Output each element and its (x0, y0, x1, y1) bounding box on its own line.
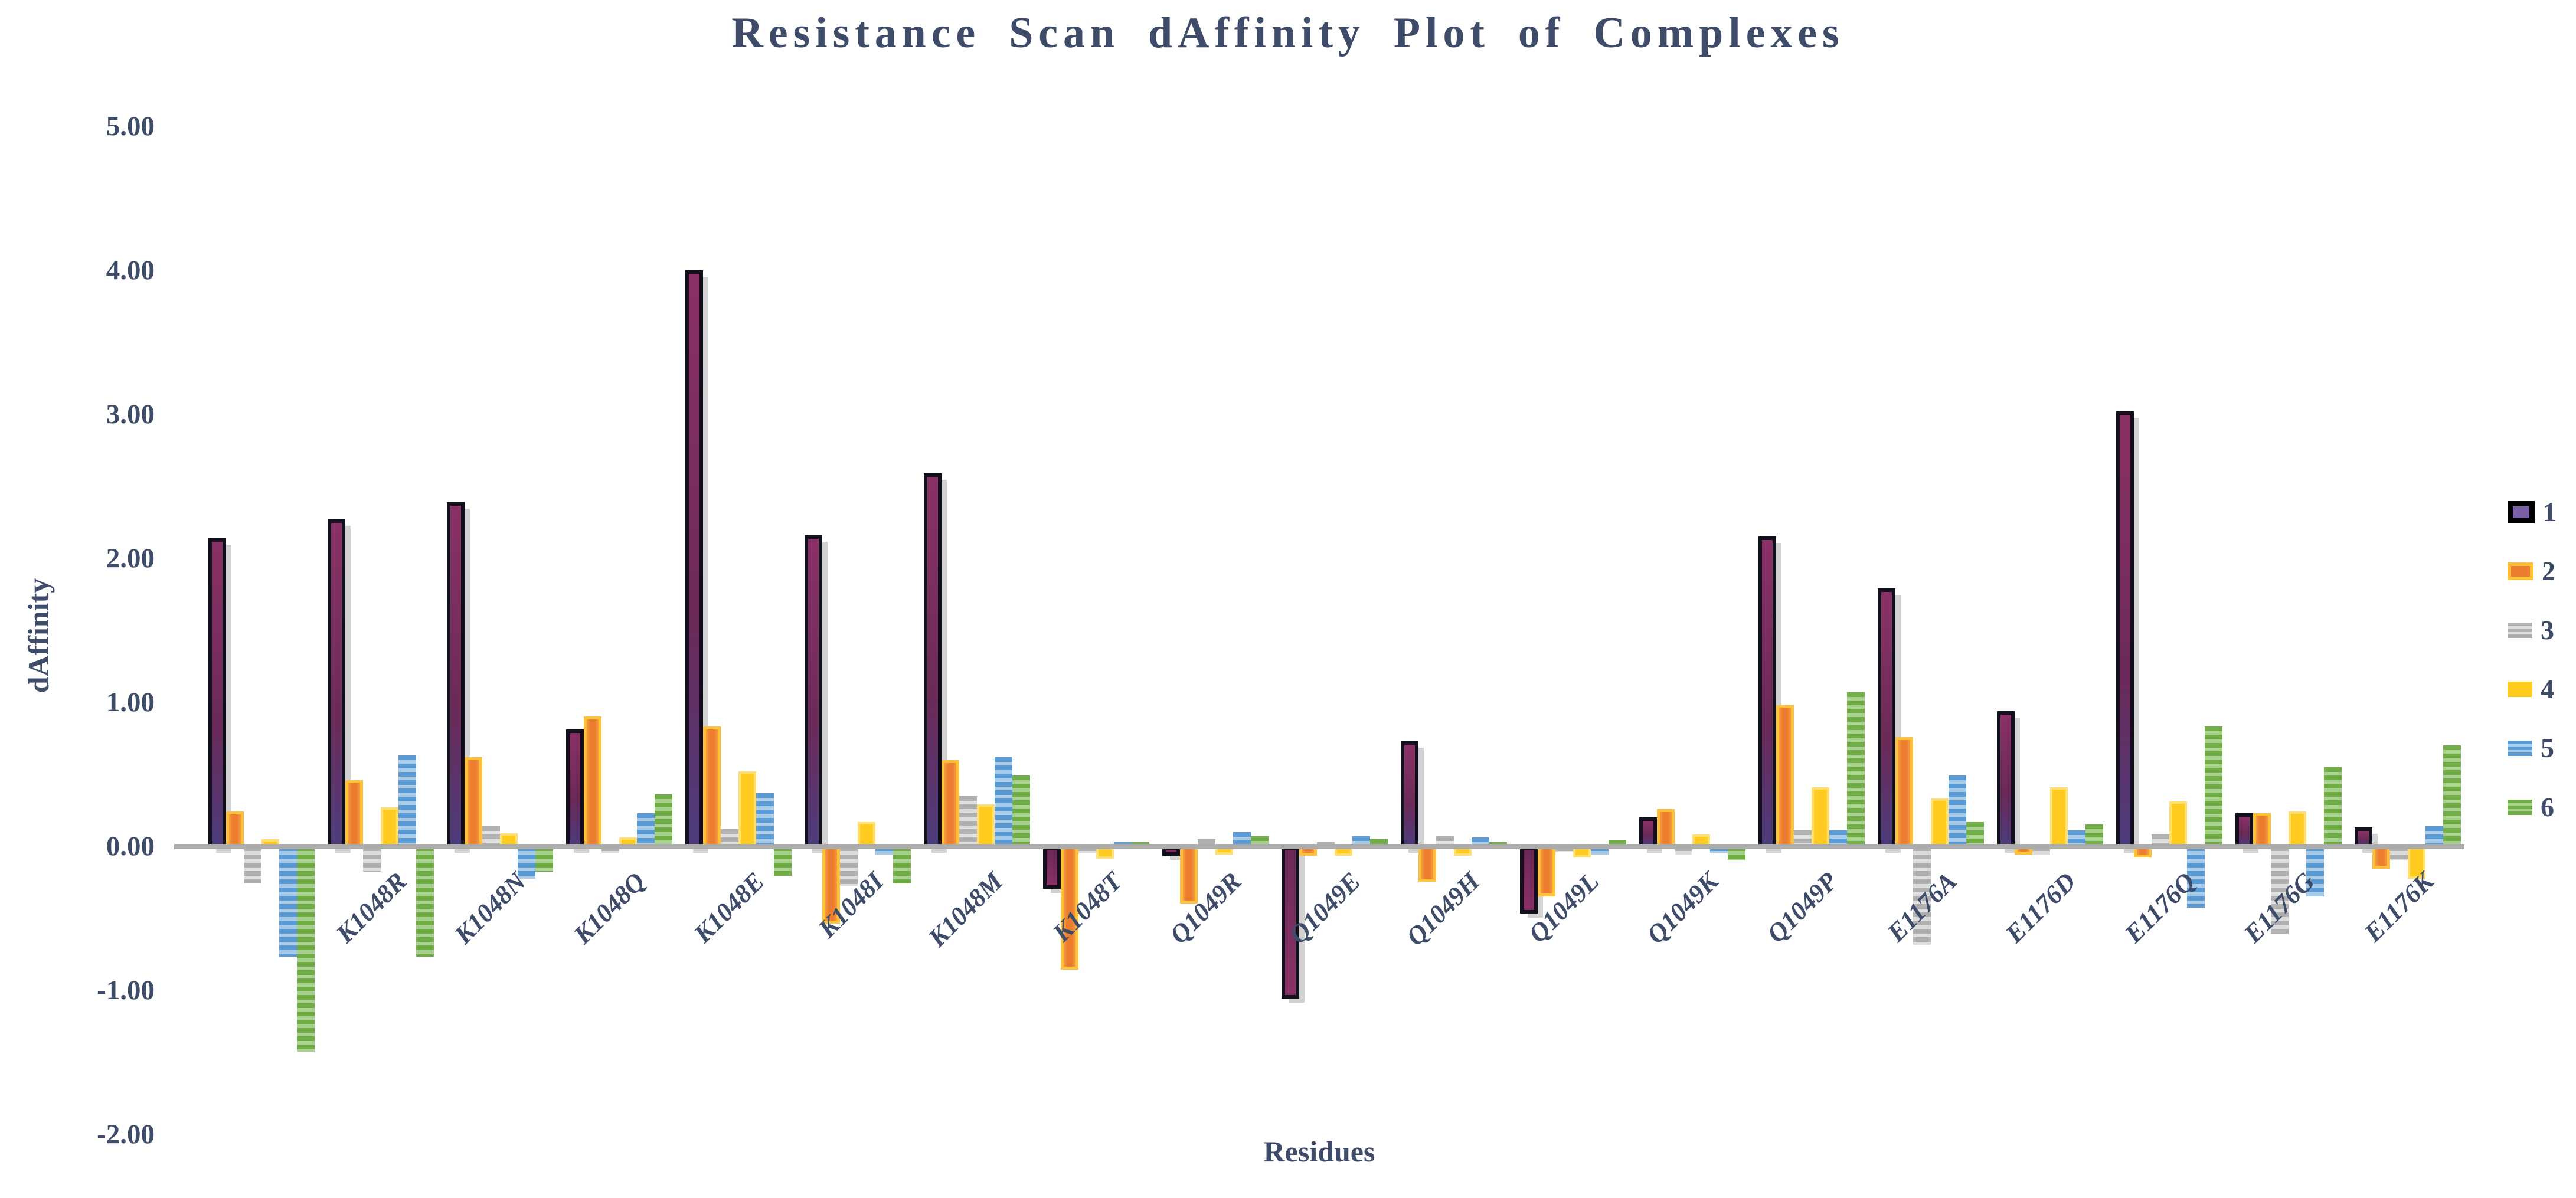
bar-K1048R-series6 (416, 846, 434, 957)
y-tick-label-3.00: 3.00 (106, 399, 155, 430)
bar-K1048I-series2 (822, 846, 840, 924)
bar-E1176K-series6 (2443, 745, 2461, 849)
bar-K1048N-series6 (535, 846, 553, 872)
legend-item-1: 1 (2508, 495, 2557, 530)
legend-label-2: 2 (2542, 556, 2555, 586)
legend-swatch-blue-striped (2508, 741, 2532, 756)
y-tick-label--1.00: -1.00 (97, 975, 155, 1006)
bar-E1176A-series5 (1949, 775, 1966, 849)
bar-K1048Q-series5 (637, 813, 655, 849)
bar-E1176G-series6 (2324, 767, 2342, 849)
bar-K1048E-series4 (738, 771, 756, 849)
bar-K1048E-series6 (774, 846, 792, 876)
y-tick-label-1.00: 1.00 (106, 687, 155, 718)
bar-K1048N-series2 (465, 757, 482, 849)
bar-K1048E-series2 (703, 726, 721, 849)
bar-E1176G-series2 (2253, 813, 2271, 849)
bar-Q1049K-series2 (1657, 809, 1675, 849)
y-tick-label-2.00: 2.00 (106, 543, 155, 574)
bar-E1176Q-series1 (2116, 411, 2134, 849)
bar-cat1-series6 (297, 846, 315, 1052)
bar-Q1049K-series5 (1710, 846, 1728, 853)
legend-item-3: 3 (2508, 613, 2554, 648)
bar-Q1049K-series6 (1728, 846, 1745, 860)
bar-K1048M-series5 (995, 757, 1012, 849)
bar-E1176A-series2 (1895, 737, 1913, 849)
legend-label-6: 6 (2541, 792, 2554, 822)
bar-E1176D-series1 (1997, 711, 2015, 849)
legend-label-4: 4 (2541, 674, 2554, 704)
y-tick-label-5.00: 5.00 (106, 111, 155, 142)
bar-Q1049L-series3 (1555, 846, 1573, 852)
bar-K1048R-series5 (398, 755, 416, 849)
bar-Q1049L-series2 (1538, 846, 1555, 896)
legend-swatch-orange-gold-border (2508, 562, 2533, 580)
legend-item-4: 4 (2508, 672, 2554, 707)
bar-E1176A-series1 (1878, 588, 1895, 849)
legend-swatch-gray-striped (2508, 623, 2532, 638)
bar-Q1049R-series2 (1180, 846, 1198, 904)
bar-Q1049P-series2 (1776, 705, 1794, 849)
bar-K1048M-series4 (977, 804, 995, 849)
bar-E1176G-series1 (2235, 813, 2253, 849)
bar-K1048E-series1 (685, 270, 703, 849)
bar-K1048I-series1 (805, 535, 822, 849)
bar-K1048Q-series6 (655, 794, 672, 849)
legend-item-5: 5 (2508, 731, 2554, 766)
bar-cat1-series5 (279, 846, 297, 957)
bar-K1048T-series3 (1078, 846, 1096, 853)
y-tick-label-4.00: 4.00 (106, 255, 155, 286)
bar-K1048E-series5 (756, 793, 774, 849)
legend-label-1: 1 (2543, 497, 2557, 527)
x-axis-line (174, 844, 2464, 849)
bar-K1048R-series3 (363, 846, 381, 872)
bar-E1176G-series4 (2289, 811, 2306, 849)
bar-E1176G-series5 (2306, 846, 2324, 896)
bar-Q1049H-series2 (1418, 846, 1436, 882)
legend-swatch-green-striped (2508, 800, 2532, 815)
bar-E1176G-series3 (2271, 846, 2289, 934)
bar-Q1049P-series1 (1758, 536, 1776, 849)
bar-E1176A-series3 (1913, 846, 1931, 945)
bar-K1048R-series4 (381, 807, 398, 849)
legend-label-5: 5 (2541, 733, 2554, 763)
bar-cat1-series3 (244, 846, 261, 883)
bar-K1048I-series3 (840, 846, 858, 886)
bar-K1048M-series3 (959, 796, 977, 849)
bar-E1176K-series3 (2390, 846, 2408, 860)
bar-K1048I-series6 (893, 846, 911, 883)
bar-K1048R-series2 (345, 780, 363, 849)
bar-Q1049P-series6 (1847, 692, 1865, 849)
bar-E1176A-series4 (1931, 798, 1949, 849)
bar-E1176Q-series5 (2187, 846, 2205, 908)
bar-Q1049L-series1 (1520, 846, 1538, 914)
bar-E1176K-series2 (2372, 846, 2390, 869)
legend-swatch-yellow-solid (2508, 682, 2532, 697)
chart-title: Resistance Scan dAffinity Plot of Comple… (731, 9, 1845, 57)
bar-K1048N-series5 (518, 846, 535, 879)
bar-K1048M-series6 (1012, 775, 1030, 849)
x-axis-title: Residues (1263, 1135, 1375, 1168)
bar-cat1-series1 (208, 538, 226, 849)
legend-item-2: 2 (2508, 554, 2555, 589)
legend-item-6: 6 (2508, 790, 2554, 825)
bar-cat1-series2 (226, 811, 244, 849)
legend-swatch-dark-purple-black-border (2508, 501, 2535, 523)
bar-E1176Q-series6 (2205, 726, 2222, 849)
bar-K1048M-series1 (924, 473, 942, 849)
y-tick-label--2.00: -2.00 (97, 1119, 155, 1150)
bar-K1048N-series1 (447, 502, 465, 849)
bar-K1048Q-series3 (601, 846, 619, 853)
legend-label-3: 3 (2541, 615, 2554, 645)
bar-K1048Q-series2 (584, 716, 601, 849)
bar-E1176Q-series4 (2169, 801, 2187, 849)
bar-K1048Q-series1 (566, 729, 584, 849)
y-tick-label-0.00: 0.00 (106, 831, 155, 862)
bar-Q1049P-series4 (1812, 787, 1829, 849)
bar-Q1049H-series1 (1401, 741, 1418, 849)
bar-K1048M-series2 (942, 760, 959, 849)
bar-E1176D-series4 (2050, 787, 2068, 849)
bar-K1048T-series1 (1043, 846, 1061, 889)
bar-K1048R-series1 (328, 519, 345, 849)
